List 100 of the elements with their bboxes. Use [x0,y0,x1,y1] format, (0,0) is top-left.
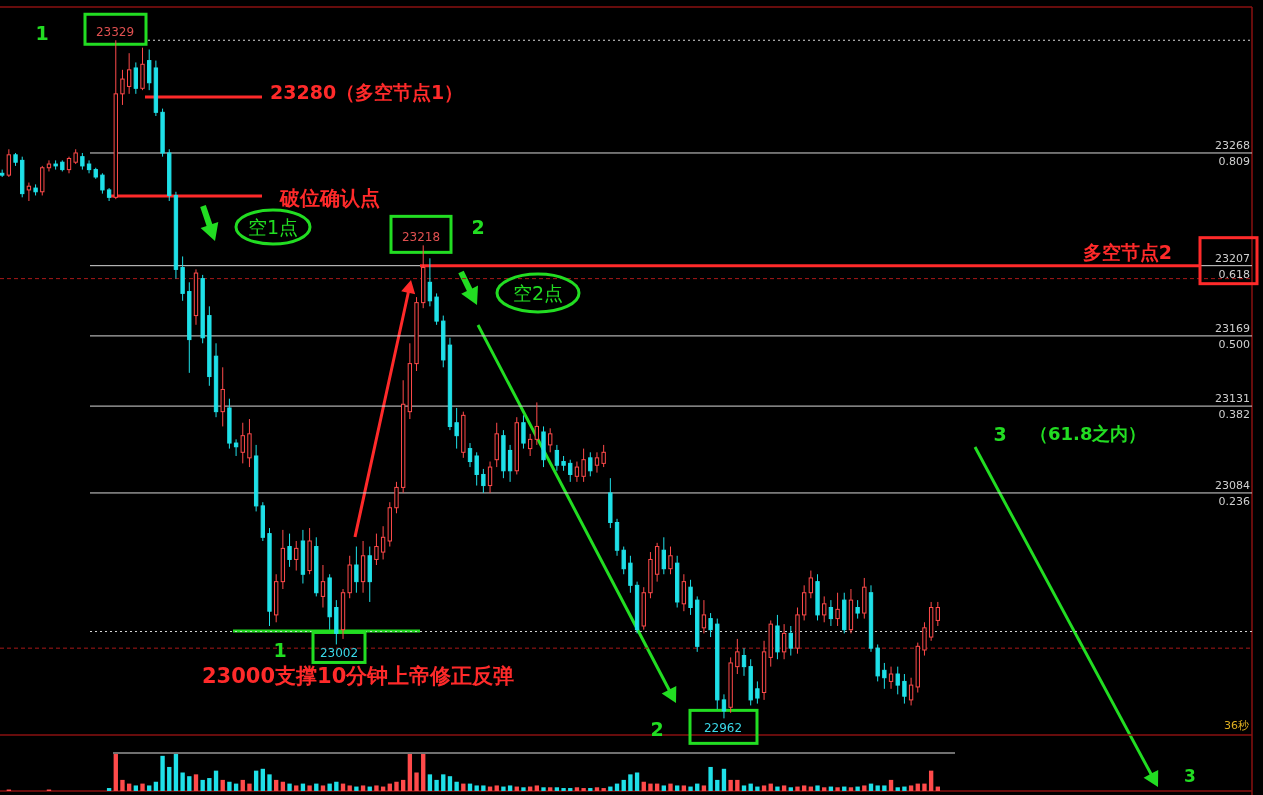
annotation: 23218 [401,230,441,245]
bar [761,785,767,791]
bar [788,787,793,791]
bar [822,787,827,791]
bar [534,785,540,791]
candlestick [481,468,486,494]
annotation: 23280（多空节点1） [270,81,464,103]
bar [240,779,245,791]
candlestick [548,427,553,453]
candlestick [86,159,92,174]
bar [207,778,212,791]
bar [708,766,713,791]
bar [407,754,413,791]
bar [902,786,907,791]
candlestick [581,448,586,483]
bar [360,785,366,791]
annotation: 空1点 [247,216,299,238]
bar [414,772,419,791]
bar [554,787,560,791]
candlestick [507,444,513,483]
candlestick [588,451,593,477]
candlestick [788,625,793,657]
candlestick [808,570,814,599]
candlestick [120,69,125,106]
candlestick [895,666,900,695]
annotation: 23329 [95,25,135,40]
bar [855,786,860,791]
bar [668,783,673,791]
bar [561,788,566,791]
bar [113,754,118,791]
bar [454,781,459,791]
bar [494,785,499,791]
bar [434,779,439,791]
bar [267,774,272,791]
candlestick [568,459,573,483]
bar [521,787,526,791]
text: 3 [1184,766,1196,786]
ref-line-label: 23268 0.809 [1215,138,1250,168]
bar [294,785,299,791]
candlestick [601,444,606,468]
bar [621,779,626,791]
bar [608,786,613,791]
bar [481,785,486,791]
ref-line-label: 23131 0.382 [1215,392,1250,422]
bar [721,768,727,791]
candlestick [855,599,860,620]
bar [474,785,479,791]
candlestick [922,621,927,657]
bar [147,785,152,791]
bar [441,774,446,791]
candlestick [6,148,12,178]
bar [715,779,720,791]
bar [895,787,900,791]
candlestick [908,677,914,706]
bar [875,785,880,791]
candlestick [534,401,540,446]
bar [862,785,867,791]
candlestick [133,61,139,95]
candlestick [888,666,894,690]
bar [922,783,927,791]
bar [507,785,513,791]
bar [374,785,379,791]
candlestick [527,433,533,457]
annotation: 破位确认点 [279,186,380,210]
candlestick [474,451,479,487]
bar [835,787,840,791]
candlestick [233,438,239,457]
candlestick [394,481,399,514]
annotation: 2 [650,718,664,740]
candlestick [294,540,299,572]
candlestick [147,49,152,91]
bar [320,785,326,791]
bar [447,776,453,791]
candlestick [554,444,560,472]
candlestick [781,623,787,660]
ref-line-label: 多空节点2 [1082,240,1172,263]
bar [574,787,580,791]
candlestick [467,442,473,468]
ref-line-label: 23207 0.618 [1215,251,1250,281]
ref-line-label: 23084 0.236 [1215,478,1250,508]
bar [327,783,332,791]
bar [160,755,165,791]
bar [688,786,693,791]
candlestick [882,662,887,690]
ref-line-label: 23169 0.500 [1215,321,1250,351]
bar [167,766,172,791]
candlestick [454,407,459,450]
candlestick [835,592,840,627]
bar [601,788,606,791]
candlestick [46,159,52,172]
text: （61.8之内） [1030,423,1147,444]
candlestick [801,584,807,621]
bar [334,781,339,791]
text: 3 [993,423,1007,445]
bar [213,770,219,791]
bar [153,781,159,791]
bar [648,783,653,791]
bar [775,786,780,791]
bar [180,772,185,791]
candlestick [380,525,386,560]
